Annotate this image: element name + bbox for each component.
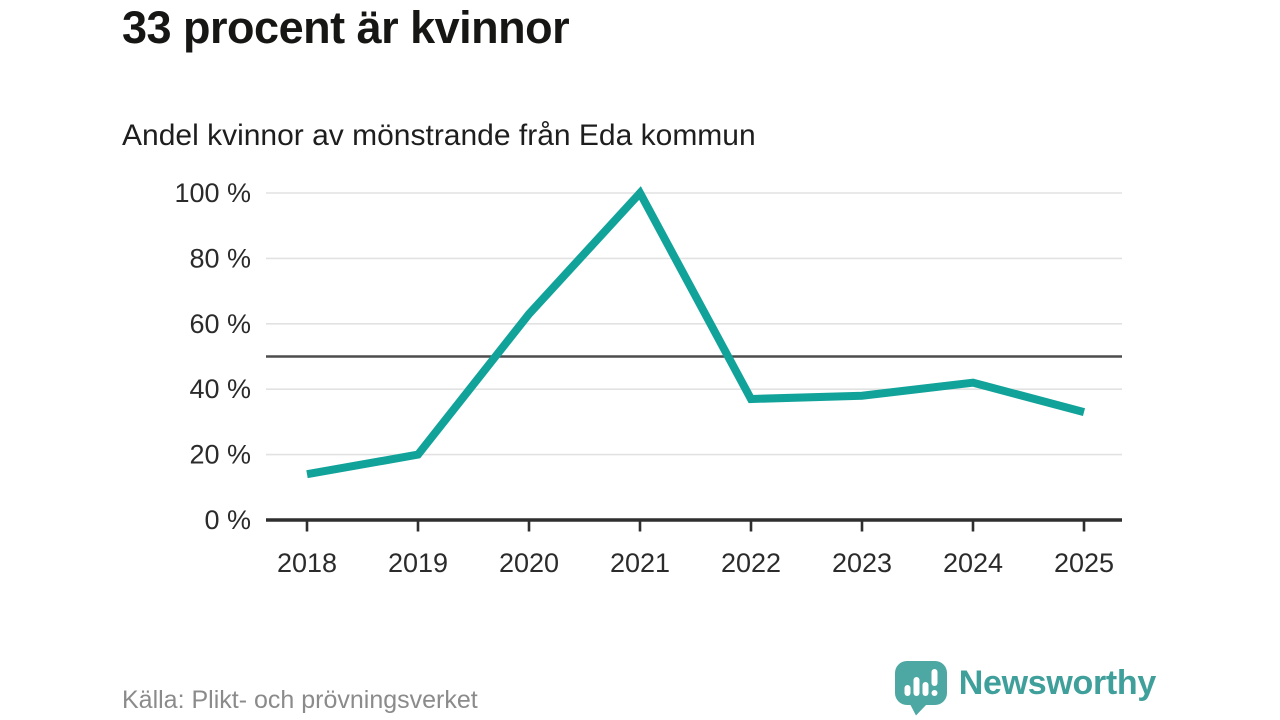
y-axis-label: 100 % [174, 178, 251, 208]
x-axis-label: 2021 [610, 548, 670, 578]
y-axis-label: 40 % [189, 374, 251, 404]
newsworthy-wordmark: Newsworthy [958, 663, 1157, 702]
source-note: Källa: Plikt- och prövningsverket [122, 686, 478, 714]
x-axis-label: 2025 [1054, 548, 1114, 578]
x-axis-label: 2019 [388, 548, 448, 578]
chart-title: 33 procent är kvinnor [122, 2, 570, 53]
y-axis-label: 80 % [189, 243, 251, 273]
x-axis-label: 2020 [499, 548, 559, 578]
data-line [306, 186, 1086, 479]
chart-subtitle: Andel kvinnor av mönstrande från Eda kom… [122, 119, 756, 152]
y-axis-label: 60 % [189, 309, 251, 339]
x-axis-label: 2024 [943, 548, 1003, 578]
x-axis-label: 2018 [277, 548, 337, 578]
y-axis-label: 0 % [204, 505, 251, 535]
x-axis-label: 2022 [721, 548, 781, 578]
newsworthy-logo: Newsworthy [894, 660, 1156, 716]
newsworthy-bar-chart-icon [894, 661, 947, 716]
x-axis-label: 2023 [832, 548, 892, 578]
y-axis-label: 20 % [189, 440, 251, 470]
